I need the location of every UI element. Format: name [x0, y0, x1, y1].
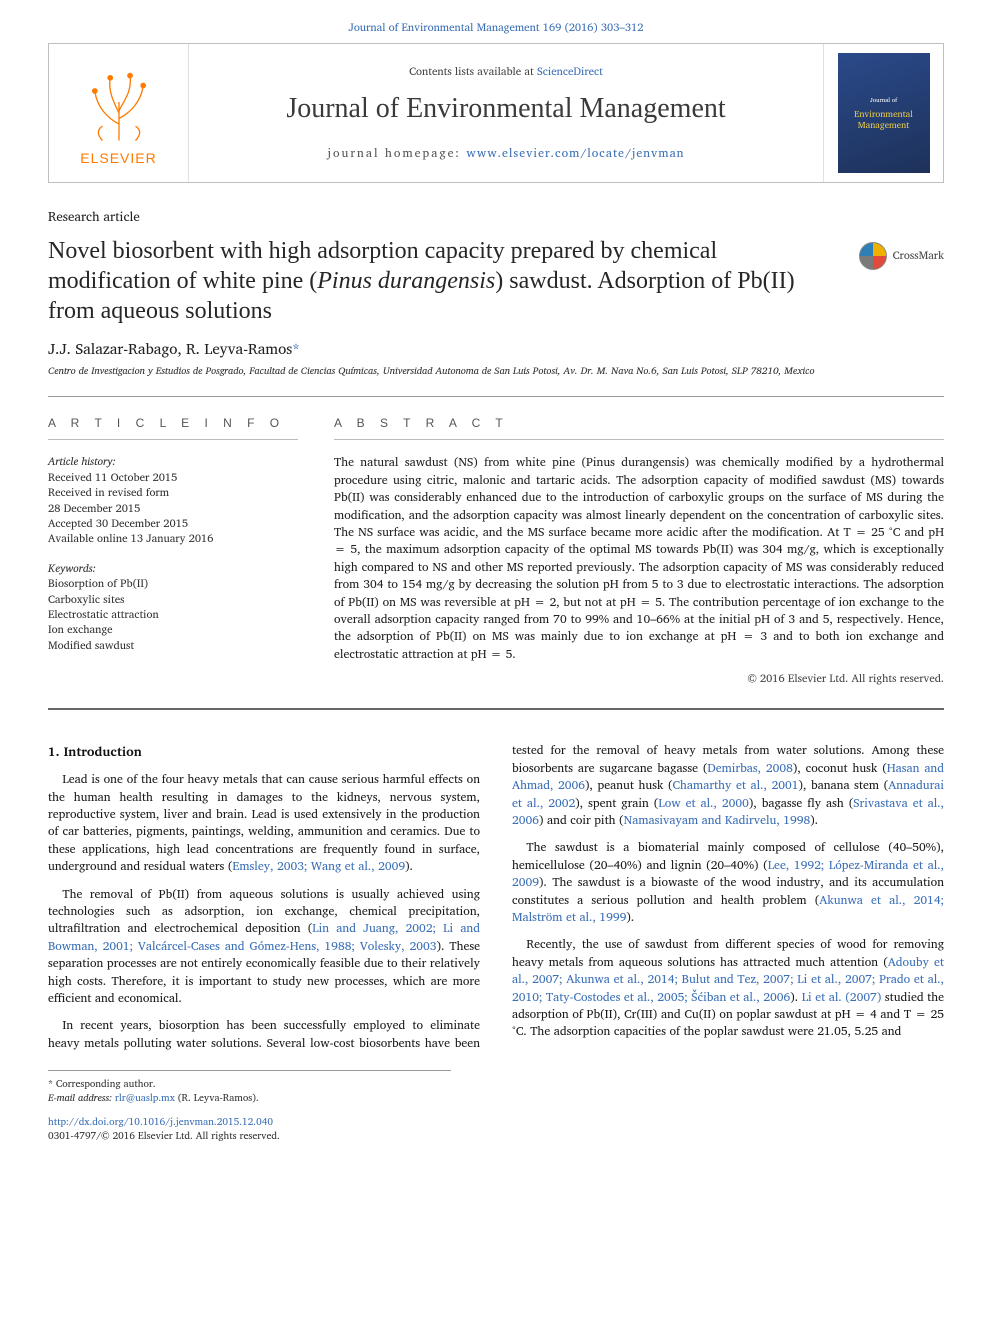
- body-text: ).: [626, 908, 634, 927]
- journal-homepage-line: journal homepage: www.elsevier.com/locat…: [328, 146, 685, 163]
- sciencedirect-link[interactable]: ScienceDirect: [537, 62, 603, 80]
- intro-p5: Recently, the use of sawdust from differ…: [512, 936, 944, 1040]
- issn-copyright-line: 0301-4797/© 2016 Elsevier Ltd. All right…: [48, 1129, 451, 1143]
- author-names: J.J. Salazar-Rabago, R. Leyva-Ramos: [48, 336, 292, 361]
- header-center: Contents lists available at ScienceDirec…: [189, 44, 823, 182]
- body-text: ), peanut husk (: [585, 776, 672, 795]
- author-affiliation: Centro de Investigacion y Estudios de Po…: [48, 365, 944, 378]
- journal-cover-thumbnail: Journal of Environmental Management: [838, 53, 930, 173]
- homepage-prefix: journal homepage:: [328, 144, 467, 163]
- citation-link[interactable]: Demirbas, 2008: [707, 759, 793, 778]
- body-text: Recently, the use of sawdust from differ…: [512, 935, 944, 971]
- body-text: ) and coir pith (: [539, 811, 624, 830]
- corr-author-footnote: * Corresponding author.: [48, 1077, 451, 1091]
- citation-link[interactable]: Chamarthy et al., 2001: [673, 776, 799, 795]
- journal-homepage-link[interactable]: www.elsevier.com/locate/jenvman: [466, 144, 684, 163]
- title-row: Novel biosorbent with high adsorption ca…: [48, 236, 944, 326]
- email-tail: (R. Leyva-Ramos).: [175, 1090, 259, 1106]
- info-abstract-row: A R T I C L E I N F O Article history: R…: [48, 415, 944, 687]
- thin-rule: [48, 439, 298, 440]
- divider-rule: [48, 396, 944, 397]
- corr-email-link[interactable]: rlr@uaslp.mx: [115, 1090, 175, 1106]
- authors-line: J.J. Salazar-Rabago, R. Leyva-Ramos*: [48, 338, 944, 359]
- paper-title: Novel biosorbent with high adsorption ca…: [48, 236, 843, 326]
- intro-p4: The sawdust is a biomaterial mainly comp…: [512, 839, 944, 926]
- elsevier-wordmark: ELSEVIER: [64, 149, 174, 169]
- publisher-logo-cell: ELSEVIER: [49, 44, 189, 182]
- history-line: Available online 13 January 2016: [48, 531, 298, 546]
- abstract-column: A B S T R A C T The natural sawdust (NS)…: [334, 415, 944, 687]
- contents-lists-line: Contents lists available at ScienceDirec…: [409, 64, 603, 79]
- thin-rule: [334, 439, 944, 440]
- contents-prefix: Contents lists available at: [409, 62, 537, 80]
- body-text: ), spent grain (: [575, 794, 658, 813]
- article-type: Research article: [48, 207, 944, 225]
- article-history-lines: Received 11 October 2015 Received in rev…: [48, 470, 298, 547]
- email-label: E-mail address:: [48, 1090, 115, 1106]
- email-footnote: E-mail address: rlr@uaslp.mx (R. Leyva-R…: [48, 1091, 451, 1105]
- crossmark-badge[interactable]: CrossMark: [859, 242, 944, 270]
- abstract-text: The natural sawdust (NS) from white pine…: [334, 454, 944, 663]
- elsevier-logo: ELSEVIER: [64, 58, 174, 168]
- journal-header-box: ELSEVIER Contents lists available at Sci…: [48, 43, 944, 183]
- citation-link[interactable]: Low et al., 2000: [658, 794, 749, 813]
- journal-name: Journal of Environmental Management: [286, 89, 725, 128]
- body-text: ), banana stem (: [799, 776, 889, 795]
- citation-link[interactable]: Li et al. (2007): [802, 988, 882, 1007]
- body-text: ).: [405, 857, 413, 876]
- body-text: ).: [790, 988, 801, 1007]
- crossmark-icon: [859, 242, 887, 270]
- bold-divider: [48, 708, 944, 710]
- citation-link[interactable]: Emsley, 2003; Wang et al., 2009: [232, 857, 405, 876]
- top-citation: Journal of Environmental Management 169 …: [0, 0, 992, 43]
- abstract-head: A B S T R A C T: [334, 415, 944, 432]
- journal-cover-cell: Journal of Environmental Management: [823, 44, 943, 182]
- cover-title-text: Environmental Management: [842, 109, 926, 131]
- body-text: ), bagasse fly ash (: [749, 794, 853, 813]
- cover-top-text: Journal of: [870, 96, 897, 104]
- intro-p1: Lead is one of the four heavy metals tha…: [48, 771, 480, 875]
- intro-heading: 1. Introduction: [48, 742, 480, 761]
- footnotes: * Corresponding author. E-mail address: …: [48, 1070, 451, 1143]
- elsevier-tree-icon: [64, 58, 174, 146]
- abstract-copyright: © 2016 Elsevier Ltd. All rights reserved…: [334, 671, 944, 686]
- keywords-list: Biosorption of Pb(II) Carboxylic sites E…: [48, 576, 298, 653]
- article-info-head: A R T I C L E I N F O: [48, 415, 298, 432]
- keyword-item: Modified sawdust: [48, 638, 298, 653]
- body-columns: 1. Introduction Lead is one of the four …: [48, 742, 944, 1052]
- body-text: ).: [810, 811, 818, 830]
- intro-p2: The removal of Pb(II) from aqueous solut…: [48, 886, 480, 1008]
- citation-link[interactable]: Namasivayam and Kadirvelu, 1998: [624, 811, 811, 830]
- article-info-column: A R T I C L E I N F O Article history: R…: [48, 415, 298, 687]
- crossmark-label: CrossMark: [893, 248, 944, 263]
- corresponding-author-mark[interactable]: *: [292, 336, 300, 361]
- body-text: ), coconut husk (: [793, 759, 887, 778]
